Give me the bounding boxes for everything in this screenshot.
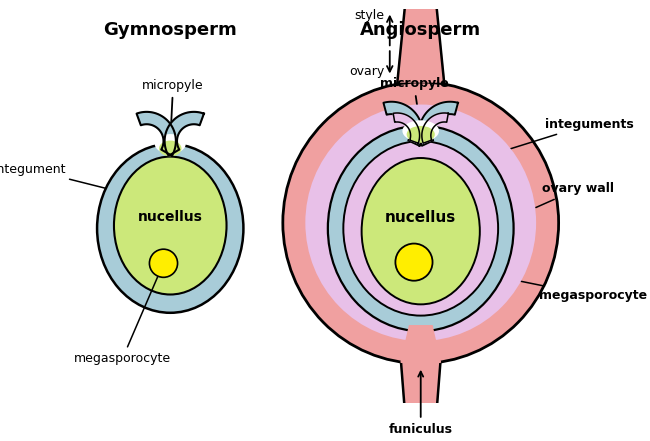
Text: nucellus: nucellus xyxy=(385,209,456,224)
Circle shape xyxy=(395,243,432,281)
Ellipse shape xyxy=(114,157,227,295)
Text: style: style xyxy=(354,9,384,22)
Ellipse shape xyxy=(155,134,186,154)
Polygon shape xyxy=(136,112,176,156)
Ellipse shape xyxy=(328,126,514,331)
Polygon shape xyxy=(384,102,423,146)
Ellipse shape xyxy=(402,120,439,142)
Polygon shape xyxy=(422,113,448,143)
Text: ovary: ovary xyxy=(349,65,384,78)
Text: megasporocyte: megasporocyte xyxy=(74,266,171,365)
Text: Gymnosperm: Gymnosperm xyxy=(103,21,237,39)
Text: micropyle: micropyle xyxy=(380,78,448,125)
Ellipse shape xyxy=(159,141,181,156)
Polygon shape xyxy=(397,9,445,82)
Ellipse shape xyxy=(343,141,498,316)
Text: micropyle: micropyle xyxy=(142,79,204,138)
Ellipse shape xyxy=(361,158,480,304)
Ellipse shape xyxy=(306,105,536,341)
Text: integuments: integuments xyxy=(511,118,633,149)
Text: funiculus: funiculus xyxy=(389,372,452,436)
Ellipse shape xyxy=(97,144,243,313)
Text: ovary wall: ovary wall xyxy=(536,183,614,208)
Polygon shape xyxy=(419,102,458,146)
Text: Angiosperm: Angiosperm xyxy=(360,21,481,39)
Text: nucellus: nucellus xyxy=(138,210,203,224)
Polygon shape xyxy=(401,326,441,363)
Polygon shape xyxy=(393,113,420,143)
Polygon shape xyxy=(401,363,441,420)
Ellipse shape xyxy=(407,126,435,143)
Text: megasporocyte: megasporocyte xyxy=(435,264,647,303)
Polygon shape xyxy=(164,112,204,156)
Text: integument: integument xyxy=(0,163,106,188)
Circle shape xyxy=(150,249,177,277)
Ellipse shape xyxy=(283,82,558,363)
